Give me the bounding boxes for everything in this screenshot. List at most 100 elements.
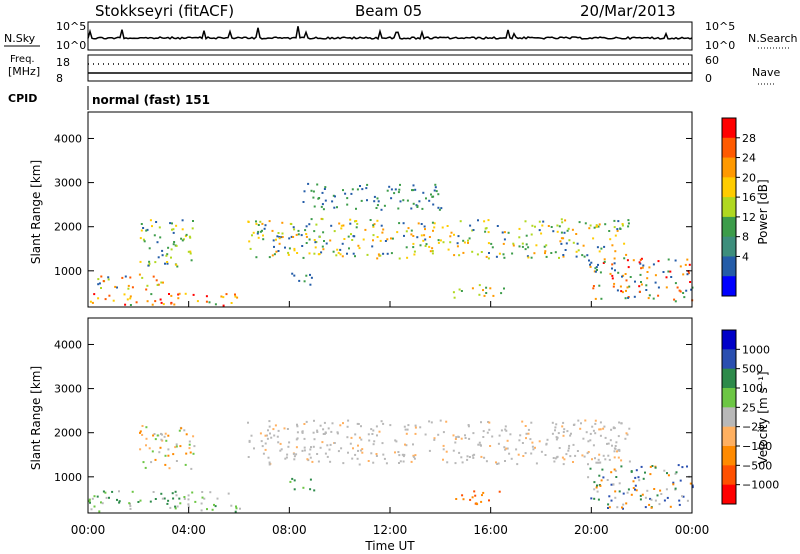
data-point (672, 483, 675, 486)
data-point (321, 245, 324, 248)
data-point (581, 254, 584, 257)
data-point (649, 497, 652, 500)
data-point (615, 476, 618, 478)
data-point (156, 241, 159, 244)
data-point (620, 290, 623, 293)
data-point (617, 271, 620, 274)
data-point (517, 453, 520, 456)
data-point (377, 253, 380, 256)
data-point (691, 484, 694, 487)
data-point (471, 454, 474, 457)
data-point (501, 231, 504, 234)
data-point (538, 220, 541, 223)
data-point (555, 438, 558, 441)
data-point (674, 259, 677, 262)
colorbar-tick-label: 25 (742, 401, 756, 414)
data-point (379, 239, 382, 242)
power-panel-frame (87, 111, 693, 308)
data-point (496, 463, 499, 465)
data-point (484, 230, 487, 233)
data-point (303, 423, 306, 425)
data-point (152, 275, 155, 278)
data-point (491, 435, 494, 438)
data-point (503, 238, 506, 241)
data-point (257, 224, 260, 226)
data-point (235, 507, 238, 510)
data-point (278, 242, 281, 245)
data-point (291, 272, 294, 275)
data-point (485, 255, 488, 258)
data-point (624, 297, 627, 300)
data-point (160, 438, 163, 441)
data-point (318, 235, 321, 238)
data-point (372, 224, 375, 227)
data-point (280, 448, 283, 451)
data-point (597, 458, 600, 461)
data-point (688, 263, 691, 266)
data-point (587, 476, 590, 479)
data-point (612, 285, 615, 288)
data-point (172, 453, 175, 456)
data-point (503, 287, 505, 290)
data-point (563, 458, 566, 461)
data-point (150, 293, 153, 296)
data-point (530, 421, 533, 424)
data-point (175, 263, 178, 266)
data-point (138, 273, 141, 276)
data-point (322, 433, 325, 435)
data-point (335, 254, 338, 257)
data-point (206, 508, 208, 511)
data-point (678, 289, 681, 292)
data-point (568, 444, 571, 447)
data-point (201, 496, 204, 499)
station-title: Stokkseyri (fitACF) (95, 2, 234, 20)
data-point (389, 424, 392, 427)
data-point (161, 249, 164, 252)
data-point (611, 277, 614, 280)
data-point (504, 425, 507, 428)
data-point (593, 226, 596, 229)
data-point (487, 257, 490, 260)
data-point (305, 420, 308, 423)
colorbar-tick-label: 24 (742, 152, 756, 165)
data-point (281, 232, 284, 235)
data-point (669, 270, 672, 273)
data-point (488, 252, 490, 254)
data-point (554, 426, 557, 429)
data-point (266, 434, 268, 437)
colorbar-segment (722, 157, 736, 178)
data-point (329, 460, 332, 463)
data-point (478, 284, 481, 287)
data-point (496, 225, 499, 227)
data-point (562, 463, 565, 466)
data-point (172, 231, 175, 234)
data-point (597, 263, 599, 266)
data-point (489, 445, 492, 447)
data-point (685, 289, 688, 292)
data-point (527, 246, 530, 249)
colorbar-segment (722, 349, 736, 370)
data-point (362, 238, 365, 241)
data-point (332, 250, 335, 253)
data-point (599, 271, 602, 274)
data-point (573, 423, 576, 426)
data-point (357, 244, 360, 247)
data-point (144, 466, 147, 469)
data-point (665, 286, 668, 289)
data-point (225, 293, 228, 296)
data-point (439, 239, 442, 242)
data-point (356, 188, 359, 191)
data-point (165, 254, 168, 257)
data-point (618, 490, 621, 493)
data-point (609, 272, 612, 275)
data-point (587, 463, 589, 466)
data-point (511, 252, 514, 255)
data-point (561, 221, 564, 224)
data-point (398, 222, 401, 225)
data-point (384, 240, 387, 242)
data-point (188, 443, 191, 446)
colorbar-segment (722, 197, 736, 218)
data-point (412, 443, 414, 446)
data-point (431, 221, 434, 224)
data-point (214, 505, 217, 508)
